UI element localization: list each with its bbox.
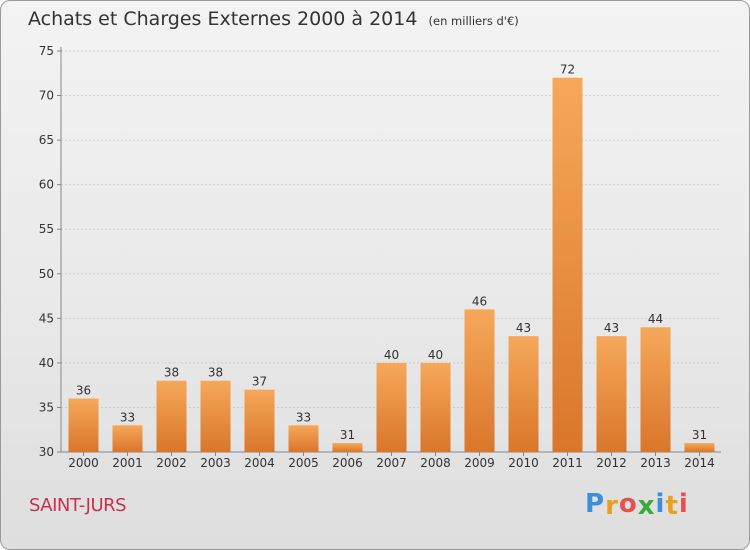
bar-value-label: 72 xyxy=(560,63,575,77)
bar-value-label: 40 xyxy=(384,348,399,362)
x-tick-label: 2003 xyxy=(200,456,231,470)
x-tick-label: 2008 xyxy=(420,456,451,470)
x-tick-label: 2012 xyxy=(596,456,627,470)
logo-letter: t xyxy=(665,491,679,521)
bar xyxy=(464,309,495,452)
x-tick-label: 2006 xyxy=(332,456,363,470)
commune-name: SAINT-JURS xyxy=(29,495,127,516)
bar-value-label: 44 xyxy=(648,312,663,326)
bar xyxy=(684,443,715,452)
bar-value-label: 31 xyxy=(340,428,355,442)
bar-value-label: 43 xyxy=(516,321,531,335)
bar-value-label: 43 xyxy=(604,321,619,335)
x-tick-label: 2005 xyxy=(288,456,319,470)
bar-value-label: 33 xyxy=(296,410,311,424)
bar xyxy=(68,398,99,452)
y-tick-label: 60 xyxy=(39,178,54,192)
bar-value-label: 46 xyxy=(472,294,487,308)
chart-title-text: Achats et Charges Externes 2000 à 2014 xyxy=(28,8,418,30)
logo-letter: x xyxy=(637,491,656,521)
proxiti-logo: Proxiti xyxy=(585,489,689,521)
x-tick-label: 2014 xyxy=(684,456,715,470)
logo-letter: i xyxy=(678,489,689,519)
chart-title: Achats et Charges Externes 2000 à 2014 (… xyxy=(28,8,519,30)
bar-value-label: 31 xyxy=(692,428,707,442)
bar xyxy=(552,77,583,452)
bar-value-label: 33 xyxy=(120,410,135,424)
y-tick-label: 75 xyxy=(39,44,54,58)
bar xyxy=(332,443,363,452)
chart-unit-subtitle: (en milliers d'€) xyxy=(428,14,519,28)
logo-letter: r xyxy=(605,491,619,521)
y-tick-label: 40 xyxy=(39,356,54,370)
bar xyxy=(596,336,627,452)
y-tick-label: 70 xyxy=(39,89,54,103)
y-tick-label: 45 xyxy=(39,311,54,325)
bar xyxy=(288,425,319,452)
logo-letter: P xyxy=(585,489,606,519)
bar xyxy=(200,380,231,452)
logo-letter: o xyxy=(618,489,638,519)
y-tick-label: 50 xyxy=(39,267,54,281)
logo-letter: i xyxy=(655,489,666,519)
bar xyxy=(640,327,671,452)
bar-value-label: 40 xyxy=(428,348,443,362)
x-tick-label: 2001 xyxy=(112,456,143,470)
bar-value-label: 38 xyxy=(164,366,179,380)
y-tick-label: 55 xyxy=(39,222,54,236)
bar xyxy=(508,336,539,452)
y-tick-label: 30 xyxy=(39,445,54,459)
x-tick-label: 2011 xyxy=(552,456,583,470)
x-tick-label: 2007 xyxy=(376,456,407,470)
bar-value-label: 36 xyxy=(76,384,91,398)
bar xyxy=(420,362,451,452)
x-tick-label: 2009 xyxy=(464,456,495,470)
bar xyxy=(376,362,407,452)
bar xyxy=(156,380,187,452)
x-tick-label: 2013 xyxy=(640,456,671,470)
bar xyxy=(112,425,143,452)
x-tick-label: 2002 xyxy=(156,456,187,470)
y-tick-label: 35 xyxy=(39,400,54,414)
bar-value-label: 37 xyxy=(252,375,267,389)
x-tick-label: 2004 xyxy=(244,456,275,470)
x-tick-label: 2010 xyxy=(508,456,539,470)
bar-value-label: 38 xyxy=(208,366,223,380)
x-tick-label: 2000 xyxy=(68,456,99,470)
y-tick-label: 65 xyxy=(39,133,54,147)
bar xyxy=(244,389,275,452)
